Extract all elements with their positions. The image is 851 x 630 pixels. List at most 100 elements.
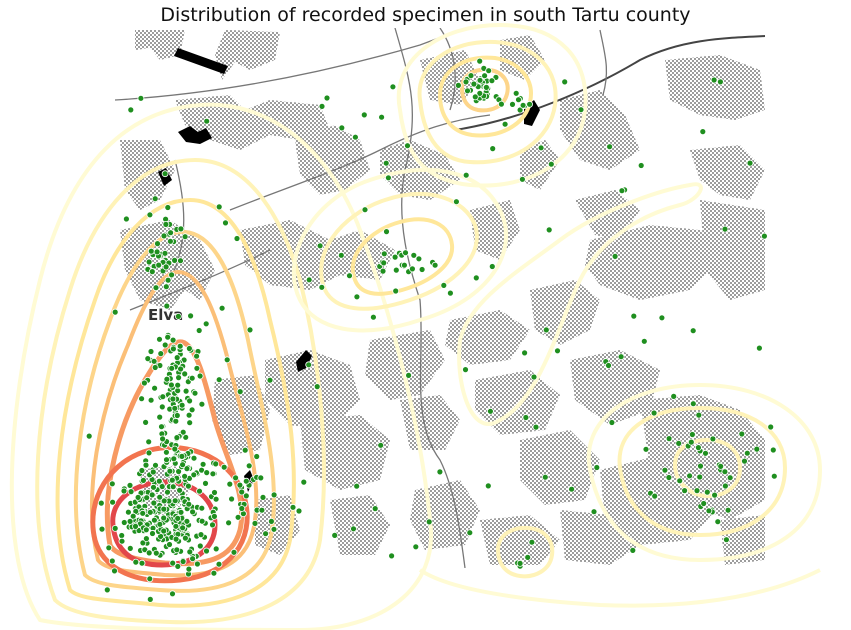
specimen-point <box>242 492 250 500</box>
specimen-point <box>454 82 462 89</box>
specimen-point <box>642 445 650 453</box>
specimen-point <box>171 497 179 505</box>
specimen-point <box>193 560 201 568</box>
specimen-point <box>159 393 167 401</box>
specimen-point <box>203 547 210 555</box>
density-contour <box>9 102 434 630</box>
specimen-point <box>166 541 173 548</box>
specimen-point <box>665 474 673 481</box>
specimen-point <box>378 113 386 121</box>
specimen-point <box>561 78 569 86</box>
specimen-point <box>182 387 190 395</box>
specimen-point <box>305 361 313 369</box>
specimen-point <box>400 261 408 269</box>
specimen-point <box>519 175 526 183</box>
specimen-point <box>146 575 154 583</box>
specimen-point <box>710 76 718 84</box>
specimen-point <box>501 120 509 128</box>
specimen-point <box>169 395 177 403</box>
specimen-point <box>661 466 669 474</box>
specimen-point <box>151 195 159 203</box>
specimen-point <box>150 516 158 524</box>
specimen-point <box>516 560 524 567</box>
specimen-point <box>178 452 186 460</box>
specimen-point <box>670 392 678 400</box>
specimen-point <box>377 441 385 449</box>
specimen-point <box>108 557 116 565</box>
density-contour <box>417 39 558 165</box>
specimen-point <box>489 145 497 153</box>
specimen-point <box>532 423 540 431</box>
specimen-point <box>155 477 163 485</box>
specimen-point <box>166 467 174 475</box>
specimen-point <box>145 438 153 446</box>
density-contour <box>495 525 555 579</box>
specimen-point <box>156 520 164 528</box>
specimen-point <box>452 198 460 206</box>
specimen-point <box>361 206 369 214</box>
specimen-point <box>753 445 761 453</box>
specimen-point <box>700 500 708 507</box>
specimen-point <box>97 499 105 507</box>
specimen-point <box>379 267 387 275</box>
specimen-point <box>139 539 147 547</box>
specimen-point <box>199 460 207 468</box>
specimen-point <box>155 261 163 269</box>
specimen-point <box>196 372 204 380</box>
specimen-point <box>767 423 775 431</box>
specimen-point <box>174 515 182 522</box>
specimen-point <box>722 482 729 490</box>
specimen-point <box>169 336 177 344</box>
specimen-point <box>658 314 666 322</box>
specimen-point <box>171 445 179 453</box>
density-contour <box>319 192 479 311</box>
specimen-point <box>353 293 361 301</box>
specimen-point <box>640 337 648 345</box>
specimen-point <box>126 481 134 489</box>
specimen-point <box>159 435 167 443</box>
specimen-point <box>305 276 313 284</box>
specimen-point <box>405 371 413 379</box>
specimen-point <box>323 94 331 102</box>
specimen-point <box>512 89 520 97</box>
density-contours <box>9 22 823 630</box>
specimen-point <box>105 544 113 552</box>
specimen-point <box>167 229 175 237</box>
specimen-point <box>161 249 169 257</box>
specimen-point <box>177 365 185 373</box>
specimen-point <box>218 304 226 312</box>
specimen-point <box>190 471 198 479</box>
specimen-point <box>212 495 220 503</box>
specimen-point <box>181 472 189 480</box>
specimen-point <box>242 477 250 485</box>
specimen-point <box>120 487 128 495</box>
specimen-point <box>230 548 238 556</box>
specimen-point <box>415 255 423 263</box>
specimen-point <box>124 508 132 516</box>
specimen-point <box>770 472 778 480</box>
specimen-point <box>236 388 244 396</box>
specimen-point <box>223 356 231 364</box>
specimen-point <box>689 327 697 335</box>
specimen-point <box>380 259 388 267</box>
specimen-point <box>164 204 172 211</box>
specimen-point <box>721 468 729 476</box>
specimen-point <box>220 463 228 471</box>
specimen-point <box>146 211 154 219</box>
specimen-point <box>202 479 209 487</box>
specimen-point <box>353 482 361 490</box>
specimen-point <box>111 308 119 316</box>
specimen-point <box>696 473 704 481</box>
specimen-point <box>138 559 146 567</box>
specimen-point <box>717 78 724 86</box>
specimen-point <box>169 559 177 567</box>
specimen-point <box>380 250 388 258</box>
specimen-point <box>171 256 179 264</box>
specimen-point <box>519 101 527 109</box>
specimen-point <box>158 483 166 490</box>
specimen-point <box>145 549 153 557</box>
specimen-point <box>259 493 267 501</box>
specimen-point <box>142 418 150 426</box>
density-contour <box>586 382 823 563</box>
specimen-point <box>169 483 177 491</box>
